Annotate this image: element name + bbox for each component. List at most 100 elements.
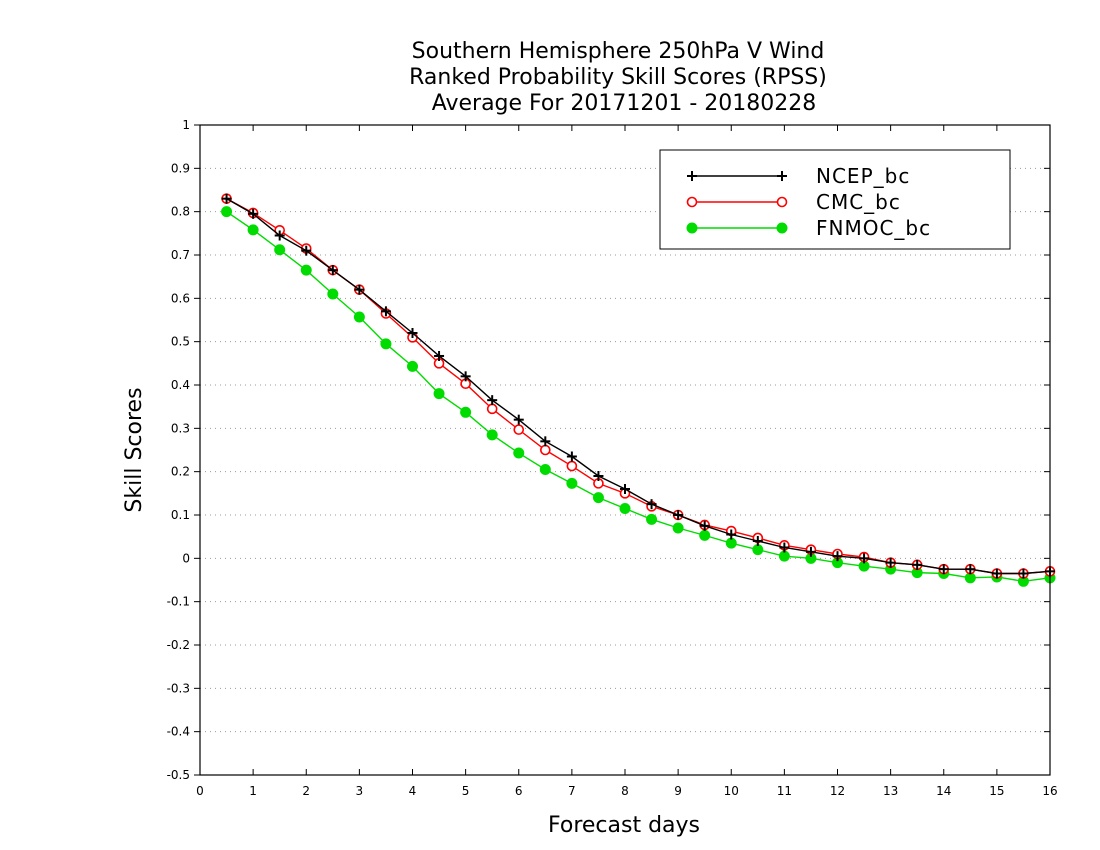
data-point [593, 471, 604, 481]
data-point [779, 542, 790, 553]
y-tick-label: 1 [182, 118, 190, 132]
chart-title-line-3: Average For 20171201 - 20180228 [432, 91, 817, 116]
data-point [460, 371, 471, 382]
data-point [327, 265, 338, 276]
y-tick-label: 0.8 [171, 205, 190, 219]
data-point [487, 395, 498, 406]
y-tick-label: -0.5 [167, 768, 190, 782]
data-point [885, 557, 896, 568]
data-point [486, 403, 498, 415]
y-tick-label: -0.4 [167, 725, 190, 739]
y-tick-label: 0.3 [171, 421, 190, 435]
series-cmc-bc [221, 193, 1056, 579]
legend-item: CMC_bc [686, 190, 900, 214]
data-point [327, 288, 339, 300]
x-tick-label: 8 [621, 784, 629, 798]
x-tick-label: 10 [724, 784, 739, 798]
x-tick-label: 15 [989, 784, 1004, 798]
x-tick-label: 14 [936, 784, 951, 798]
y-tick-label: 0.1 [171, 508, 190, 522]
x-axis-title: Forecast days [548, 813, 700, 838]
data-point [778, 550, 790, 562]
data-point [805, 546, 816, 557]
data-point [248, 208, 259, 219]
data-point [433, 388, 445, 400]
data-point [300, 264, 312, 276]
x-tick-label: 6 [515, 784, 523, 798]
legend-label: FNMOC_bc [816, 216, 931, 240]
data-point [619, 503, 631, 514]
data-point [540, 444, 551, 456]
data-point [672, 522, 684, 534]
chart-title-line-1: Southern Hemisphere 250hPa V Wind [412, 39, 825, 64]
data-point [725, 537, 737, 549]
data-point [938, 564, 949, 575]
legend-box [659, 149, 1011, 250]
chart-title-line-2: Ranked Probability Skill Scores (RPSS) [409, 65, 827, 90]
data-point [566, 460, 578, 472]
data-point [407, 328, 418, 338]
x-tick-label: 16 [1042, 784, 1057, 798]
x-tick-label: 2 [302, 784, 310, 798]
y-tick-label: 0.2 [171, 465, 190, 479]
data-point [513, 447, 525, 459]
data-point [247, 224, 259, 236]
data-point [646, 499, 657, 510]
y-tick-label: 0 [182, 551, 190, 565]
data-point [673, 510, 684, 520]
data-point [965, 564, 976, 575]
series-ncep-bc [221, 193, 1055, 579]
data-point [620, 484, 630, 494]
data-point [686, 222, 698, 234]
y-tick-label: -0.3 [167, 681, 190, 695]
x-tick-label: 5 [462, 784, 470, 798]
y-tick-label: 0.7 [171, 248, 190, 262]
x-tick-label: 1 [249, 784, 257, 798]
data-point [726, 529, 737, 540]
data-point [1018, 568, 1029, 579]
x-tick-label: 12 [830, 784, 845, 798]
data-point [699, 529, 711, 541]
data-point [221, 193, 232, 204]
data-point [752, 544, 764, 556]
data-point [776, 222, 788, 234]
data-point [752, 536, 763, 546]
data-point [991, 568, 1002, 579]
data-point [832, 551, 843, 562]
x-tick-label: 13 [883, 784, 898, 798]
data-point [407, 360, 418, 372]
legend-item: NCEP_bc [687, 164, 910, 188]
data-point [221, 206, 233, 218]
x-tick-label: 7 [568, 784, 576, 798]
y-axis-tick-labels: 1 0.9 0.8 0.7 0.6 0.5 0.4 0.3 0.2 0.1 0 -0.1 -0.2 -0.… [167, 118, 190, 782]
y-tick-label: 0.4 [171, 378, 190, 392]
data-point [274, 230, 285, 241]
x-tick-label: 3 [356, 784, 364, 798]
data-point [699, 520, 710, 531]
data-point [686, 196, 698, 208]
data-point [776, 196, 788, 208]
legend-label: NCEP_bc [816, 164, 910, 188]
data-point [566, 451, 577, 462]
series-lines [221, 193, 1056, 587]
legend-item: FNMOC_bc [686, 216, 931, 240]
y-tick-label: 0.5 [171, 335, 190, 349]
grid-lines [200, 167, 1050, 733]
data-point [380, 306, 391, 317]
data-point [513, 424, 525, 435]
data-point [486, 429, 498, 441]
y-axis-title: Skill Scores [122, 387, 147, 512]
data-point [540, 436, 551, 447]
data-point [434, 350, 445, 361]
data-point [687, 171, 697, 181]
plot-frame [199, 124, 1051, 776]
data-point [566, 477, 578, 489]
data-point [912, 559, 923, 570]
y-tick-label: 0.9 [171, 161, 190, 175]
data-point [777, 171, 787, 181]
y-tick-label: 0.6 [171, 291, 190, 305]
data-point [274, 244, 286, 256]
data-point [646, 513, 658, 525]
x-tick-label: 0 [196, 784, 204, 798]
